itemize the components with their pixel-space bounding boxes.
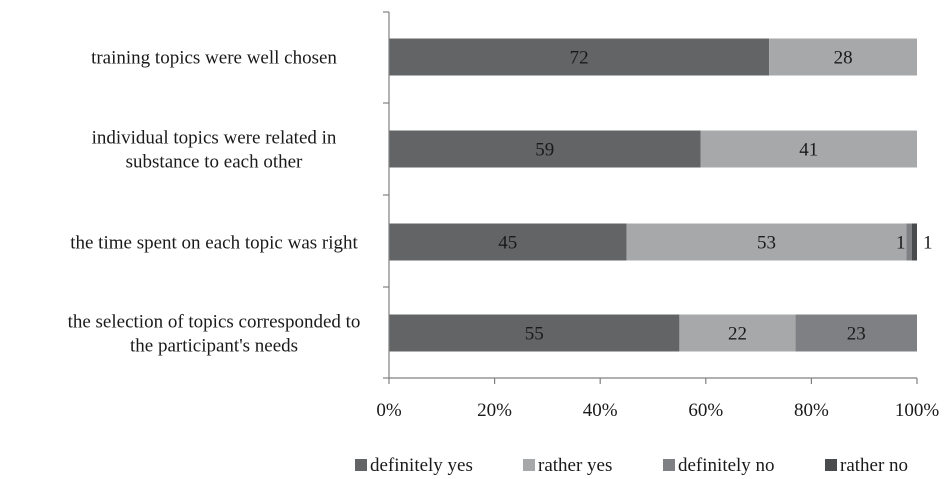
legend-swatch <box>355 459 367 471</box>
bar-segment <box>769 38 917 76</box>
bar-segment <box>911 223 917 261</box>
category-label: the time spent on each topic was right <box>70 233 358 254</box>
data-label: 22 <box>728 324 747 345</box>
bar-segment <box>389 223 627 261</box>
legend: definitely yes rather yes definitely no rat… <box>355 455 908 476</box>
category-label: the selection of topics corresponded to t… <box>68 312 361 357</box>
data-label: 53 <box>757 233 776 254</box>
x-tick-label: 0% <box>376 400 402 421</box>
data-label: 59 <box>535 140 554 161</box>
category-labels: training topics were well chosen individu… <box>68 48 361 357</box>
legend-label: rather no <box>840 455 908 476</box>
bar-segment <box>389 130 701 168</box>
x-tick-label: 60% <box>688 400 723 421</box>
bar-segment <box>389 38 770 76</box>
legend-swatch <box>825 459 837 471</box>
x-tick-label: 100% <box>895 400 940 421</box>
bar-segment <box>906 223 912 261</box>
data-label: 28 <box>834 48 853 69</box>
bar-segment <box>795 314 917 352</box>
bar-segment <box>700 130 917 168</box>
data-label: 1 <box>896 233 906 254</box>
category-label: individual topics were related in substan… <box>92 128 337 173</box>
category-label: training topics were well chosen <box>91 48 337 69</box>
x-tick-label: 40% <box>583 400 618 421</box>
legend-label: definitely no <box>678 455 775 476</box>
data-label: 1 <box>923 233 933 254</box>
legend-swatch <box>663 459 675 471</box>
legend-swatch <box>523 459 535 471</box>
data-label: 45 <box>498 233 517 254</box>
axes-group: 0% 20% 40% 60% 80% 100% <box>376 11 940 421</box>
legend-label: definitely yes <box>370 455 473 476</box>
data-label: 41 <box>799 140 818 161</box>
bar-segment <box>626 223 907 261</box>
data-labels-group: 72 28 59 41 45 53 1 1 55 22 23 <box>498 48 932 345</box>
x-tick-label: 20% <box>477 400 512 421</box>
x-tick-label: 80% <box>794 400 829 421</box>
data-label: 72 <box>570 48 589 69</box>
bar-segment <box>389 314 680 352</box>
legend-label: rather yes <box>538 455 612 476</box>
data-label: 23 <box>847 324 866 345</box>
data-label: 55 <box>525 324 544 345</box>
bar-segment <box>679 314 796 352</box>
bars-group <box>389 38 917 352</box>
